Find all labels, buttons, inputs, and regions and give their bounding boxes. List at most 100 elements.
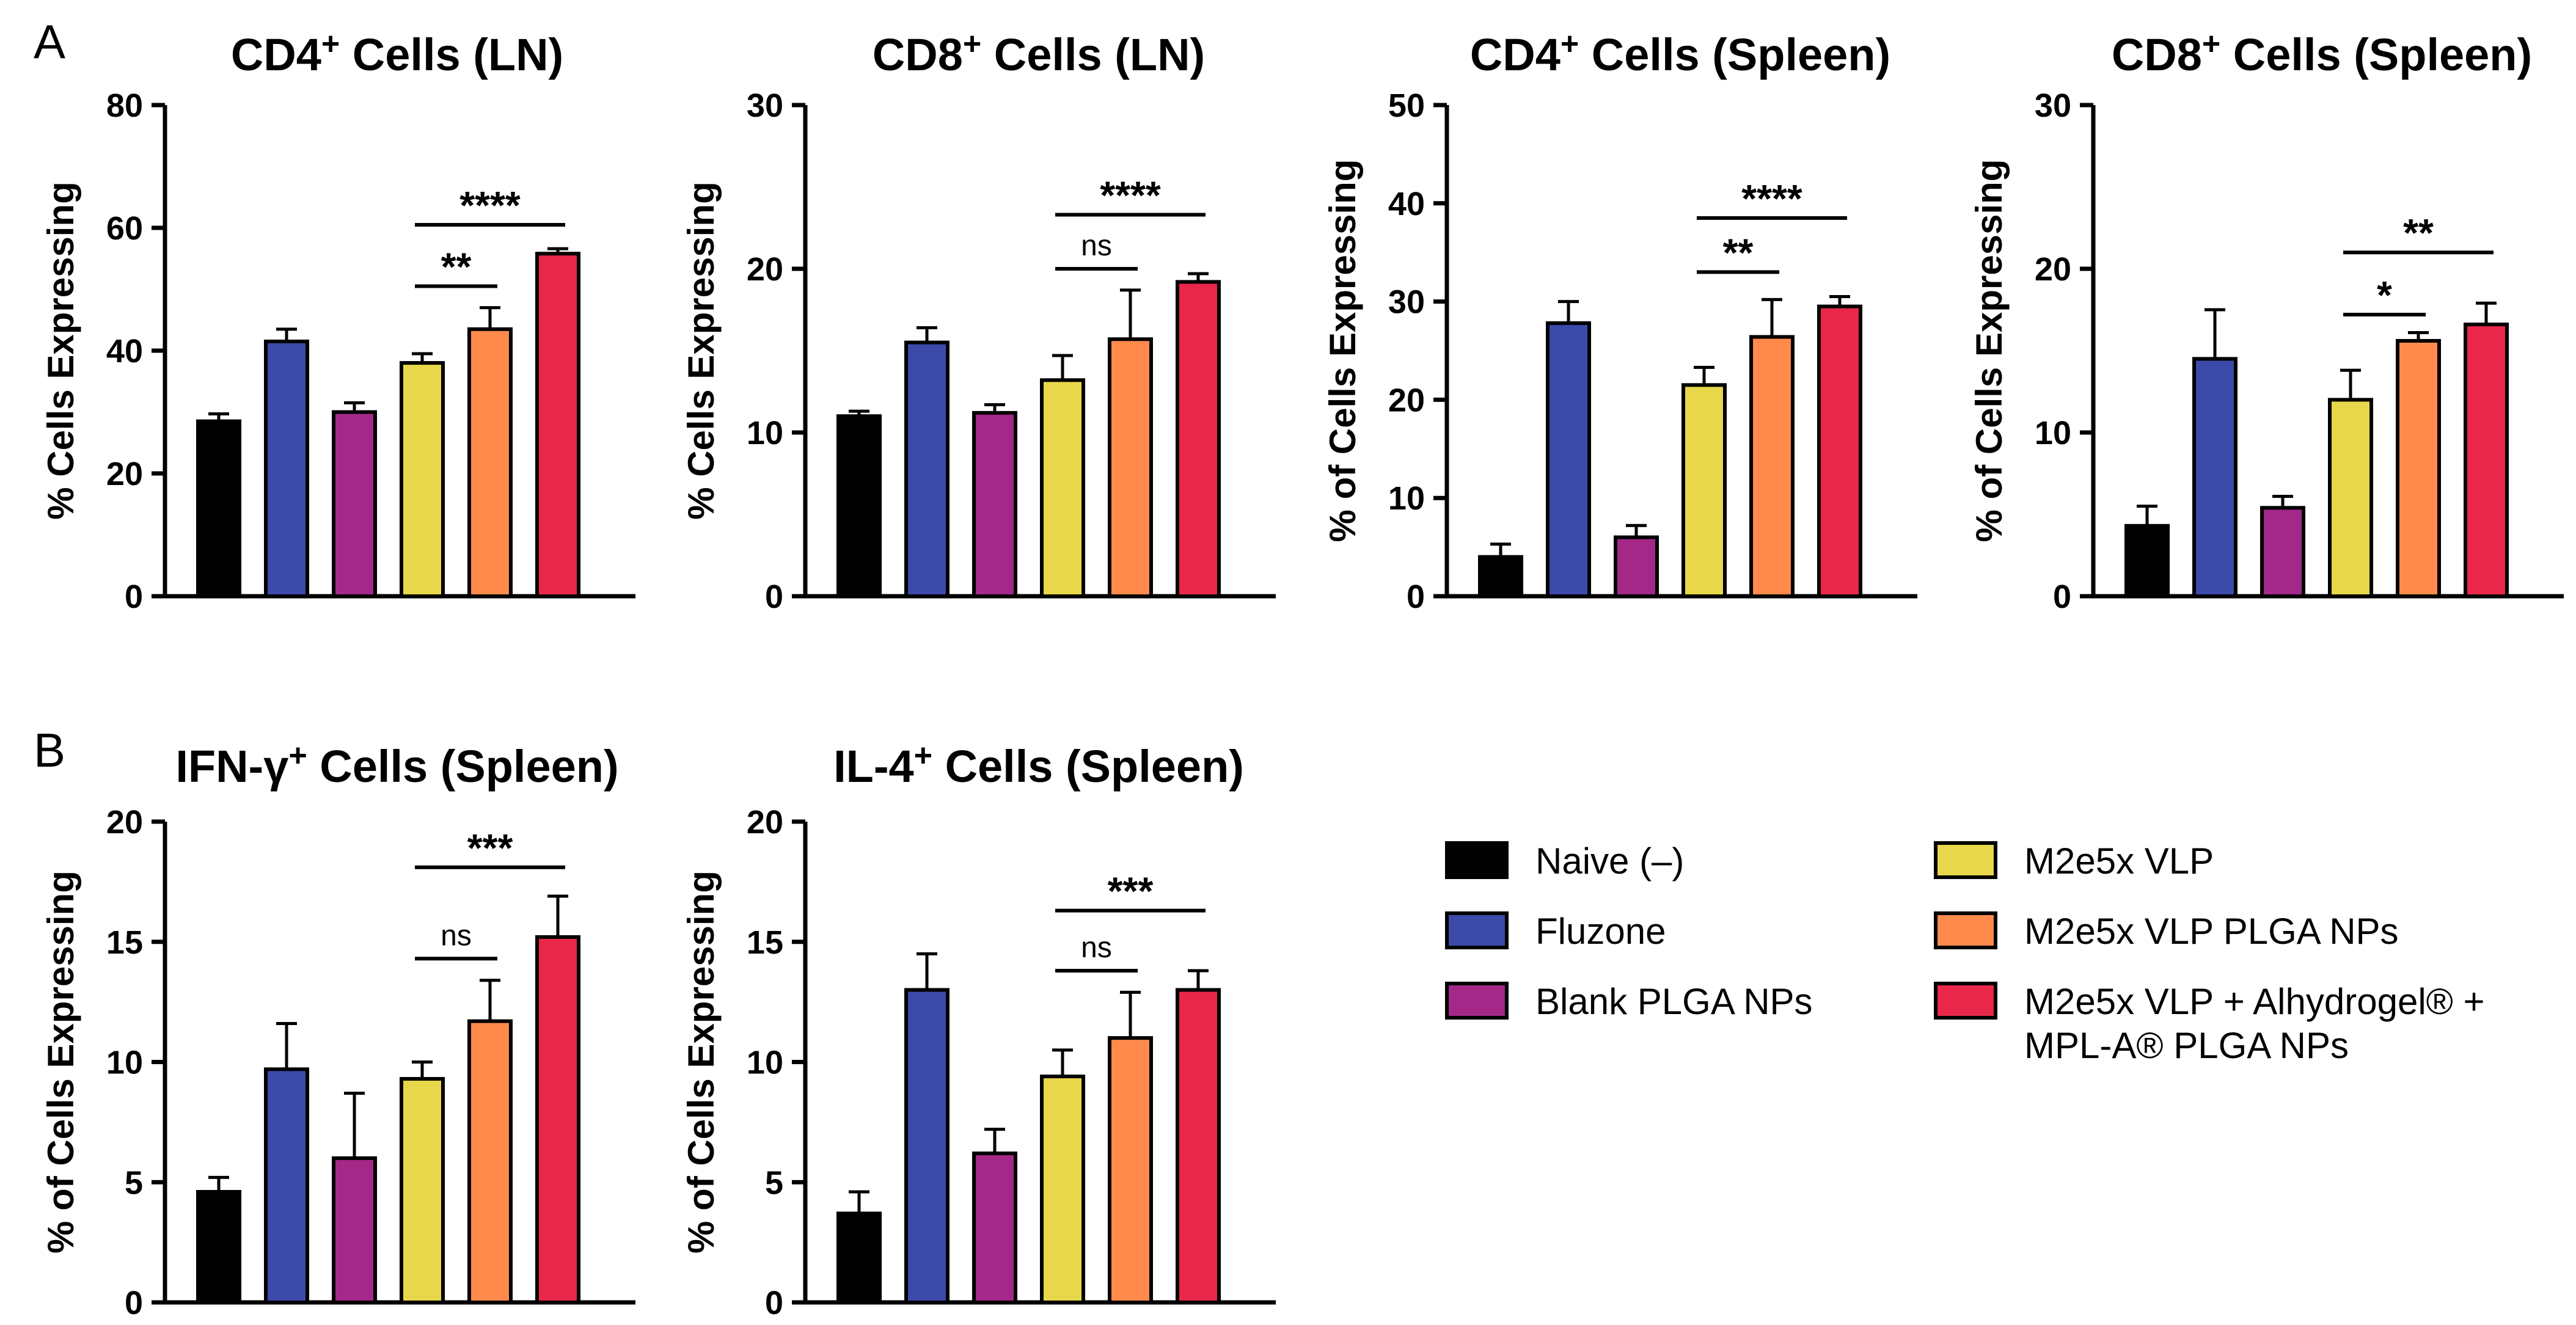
y-axis-label: % of Cells Expressing — [1969, 159, 2010, 542]
bar-1 — [264, 339, 309, 598]
bar-0 — [196, 1189, 241, 1304]
chart-title-rest: Cells (Spleen) — [307, 741, 619, 792]
bar-1 — [264, 1067, 309, 1305]
bar-1 — [2192, 357, 2238, 599]
y-tick-label: 20 — [747, 804, 783, 841]
legend-swatch — [1934, 841, 1997, 879]
y-tick-label: 0 — [125, 1285, 143, 1321]
y-tick-label: 15 — [106, 924, 143, 961]
y-tick-label: 30 — [747, 87, 783, 124]
chart-title: CD4+ Cells (LN) — [231, 26, 563, 80]
bar-4 — [467, 327, 513, 598]
y-axis-label: % Cells Expressing — [40, 181, 81, 520]
chart-title-superscript: + — [2202, 26, 2220, 62]
chart-title-rest: Cells (LN) — [981, 29, 1205, 80]
bar-5 — [535, 935, 580, 1304]
bar-2 — [972, 1152, 1017, 1305]
legend: Naive (–) Fluzone Blank PLGA NPs M2e5x VLP M… — [1445, 841, 2485, 1066]
bar-5 — [1817, 304, 1862, 598]
chart-title: IFN-γ+ Cells (Spleen) — [175, 738, 618, 792]
significance-label: *** — [467, 826, 513, 870]
panel-label-a: A — [34, 15, 65, 68]
bar-5 — [1176, 280, 1221, 598]
bar-3 — [1040, 378, 1085, 598]
bar-4 — [2396, 338, 2441, 598]
y-tick-label: 60 — [106, 210, 143, 247]
bar-0 — [1478, 555, 1523, 598]
legend-item-4: M2e5x VLP PLGA NPs — [1934, 911, 2399, 952]
legend-item-2: Blank PLGA NPs — [1445, 981, 1813, 1022]
y-axis-label: % of Cells Expressing — [681, 871, 722, 1254]
chart-title-superscript: + — [914, 738, 932, 773]
y-tick-label: 40 — [1388, 186, 1425, 222]
bar-3 — [2328, 398, 2373, 599]
y-tick-label: 10 — [2035, 415, 2071, 451]
legend-swatch — [1934, 982, 1997, 1020]
bar-3 — [400, 361, 445, 598]
chart-title-main: CD4 — [231, 29, 321, 80]
significance-label: *** — [1108, 869, 1154, 913]
panel-label-b: B — [34, 723, 65, 777]
y-tick-label: 20 — [747, 251, 783, 288]
legend-swatch — [1445, 982, 1509, 1020]
bar-2 — [332, 410, 377, 598]
significance-label: ** — [441, 244, 472, 288]
y-tick-label: 0 — [765, 1285, 783, 1321]
bar-0 — [2124, 524, 2170, 599]
y-axis-label: % of Cells Expressing — [1322, 159, 1363, 542]
significance-label: **** — [459, 183, 521, 227]
legend-swatch — [1445, 841, 1509, 879]
chart-1: CD8+ Cells (LN) % Cells Expressing 0 10 20 30… — [681, 26, 1276, 615]
chart-3: CD8+ Cells (Spleen) % of Cells Expressing… — [1969, 26, 2564, 615]
chart-4: IFN-γ+ Cells (Spleen) % of Cells Expressi… — [40, 738, 635, 1321]
y-tick-label: 10 — [747, 415, 783, 451]
significance-label: ns — [441, 919, 472, 952]
significance-label: ns — [1081, 230, 1112, 262]
bar-4 — [1108, 1036, 1153, 1305]
chart-title-main: IFN-γ — [175, 741, 288, 792]
bar-4 — [467, 1019, 513, 1304]
bar-0 — [196, 419, 241, 598]
legend-label: Blank PLGA NPs — [1535, 981, 1813, 1022]
bar-0 — [836, 1211, 882, 1305]
y-tick-label: 80 — [106, 87, 143, 124]
y-tick-label: 10 — [1388, 480, 1425, 517]
significance-label: ** — [1723, 230, 1754, 274]
charts-container: CD4+ Cells (LN)% Cells Expressing0204060… — [40, 26, 2564, 1321]
bar-5 — [535, 252, 580, 598]
legend-item-5: M2e5x VLP + Alhydrogel® +MPL-A® PLGA NPs — [1934, 981, 2485, 1066]
legend-swatch — [1934, 911, 1997, 949]
legend-item-0: Naive (–) — [1445, 841, 1684, 882]
chart-title-superscript: + — [963, 26, 981, 62]
bar-2 — [1614, 535, 1659, 599]
chart-title-superscript: + — [321, 26, 340, 62]
bar-3 — [400, 1077, 445, 1305]
y-tick-label: 10 — [747, 1045, 783, 1081]
legend-label: MPL-A® PLGA NPs — [2024, 1025, 2349, 1066]
chart-title: CD8+ Cells (Spleen) — [2112, 26, 2532, 80]
chart-2: CD4+ Cells (Spleen) % of Cells Expressing… — [1322, 26, 1917, 615]
y-tick-label: 20 — [106, 804, 143, 841]
legend-item-3: M2e5x VLP — [1934, 841, 2214, 882]
y-tick-label: 0 — [765, 579, 783, 615]
y-tick-label: 0 — [1407, 579, 1425, 615]
legend-swatch — [1445, 911, 1509, 949]
bar-5 — [2464, 323, 2509, 598]
y-tick-label: 20 — [2035, 251, 2071, 288]
legend-label: M2e5x VLP — [2024, 841, 2214, 882]
y-tick-label: 30 — [2035, 87, 2071, 124]
bar-4 — [1108, 337, 1153, 598]
chart-title-main: CD8 — [2112, 29, 2202, 80]
legend-label: M2e5x VLP + Alhydrogel® + — [2024, 981, 2485, 1022]
y-axis-label: % of Cells Expressing — [40, 871, 81, 1254]
y-tick-label: 20 — [106, 456, 143, 492]
legend-label: Naive (–) — [1535, 841, 1684, 882]
significance-label: ns — [1081, 932, 1112, 964]
chart-title: CD4+ Cells (Spleen) — [1470, 26, 1890, 80]
y-tick-label: 0 — [2053, 579, 2071, 615]
y-tick-label: 50 — [1388, 87, 1425, 124]
y-tick-label: 30 — [1388, 284, 1425, 321]
y-axis-label: % Cells Expressing — [681, 181, 722, 520]
chart-title-rest: Cells (LN) — [340, 29, 563, 80]
